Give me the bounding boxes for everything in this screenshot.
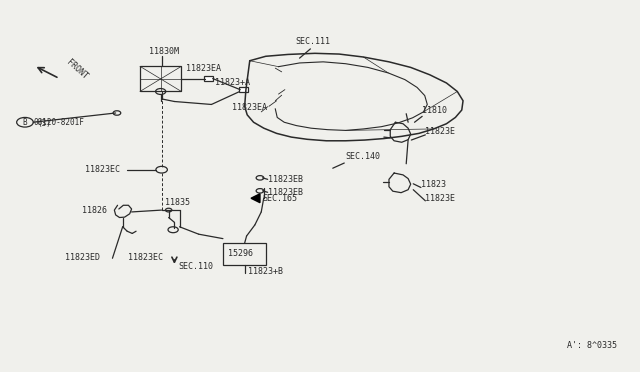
Text: 11823E: 11823E: [426, 127, 456, 136]
Text: A': 8^0335: A': 8^0335: [567, 341, 617, 350]
Text: (3): (3): [38, 119, 52, 128]
Text: 11823EB: 11823EB: [268, 188, 303, 197]
Text: 15296: 15296: [228, 248, 253, 257]
Text: SEC.165: SEC.165: [262, 194, 298, 203]
Text: 08120-8201F: 08120-8201F: [34, 118, 84, 127]
Text: 11810: 11810: [422, 106, 447, 115]
Text: 11823EB: 11823EB: [268, 175, 303, 184]
Text: 11823EC: 11823EC: [85, 165, 120, 174]
Text: 11823+B: 11823+B: [248, 267, 283, 276]
Text: 11823EA: 11823EA: [232, 103, 267, 112]
Text: 11826: 11826: [83, 206, 108, 215]
Text: 11823EC: 11823EC: [129, 253, 163, 262]
Text: 11823+A: 11823+A: [214, 78, 250, 87]
FancyBboxPatch shape: [204, 76, 212, 81]
Text: 11835: 11835: [166, 198, 191, 207]
Text: 11823ED: 11823ED: [65, 253, 100, 262]
Text: 11823EA: 11823EA: [186, 64, 221, 73]
Polygon shape: [251, 194, 260, 203]
Text: FRONT: FRONT: [65, 58, 89, 81]
Text: SEC.110: SEC.110: [178, 262, 213, 271]
Text: 11823: 11823: [421, 180, 446, 189]
Text: SEC.111: SEC.111: [296, 37, 331, 46]
FancyBboxPatch shape: [239, 87, 248, 92]
Text: SEC.140: SEC.140: [346, 152, 381, 161]
Text: B: B: [22, 118, 28, 127]
Text: 11830M: 11830M: [149, 46, 179, 55]
Text: 11823E: 11823E: [426, 194, 456, 203]
